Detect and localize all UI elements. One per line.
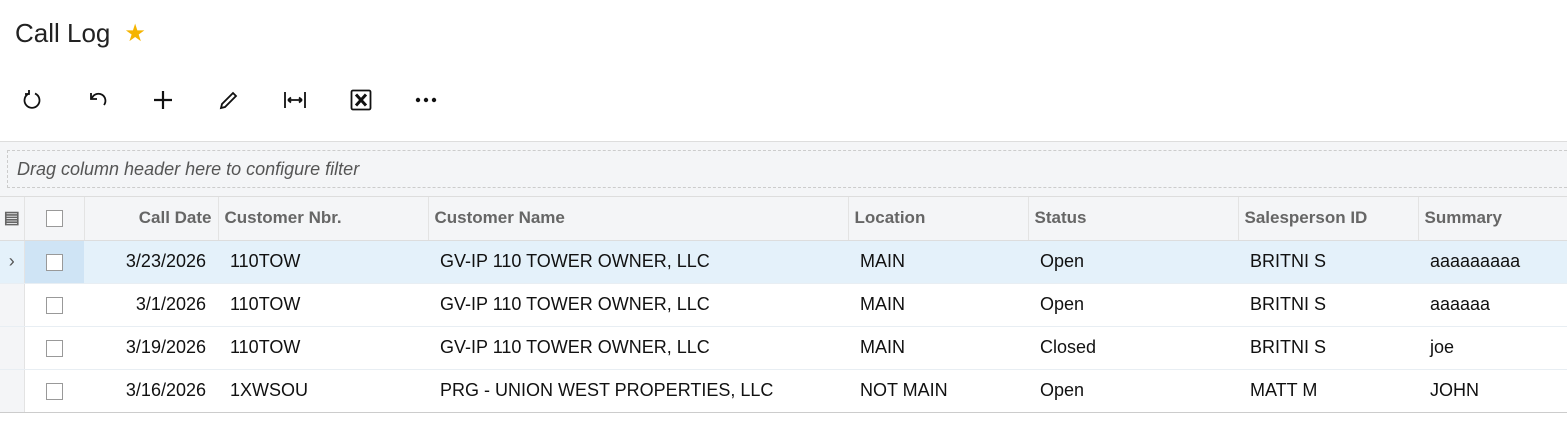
cell-call-date: 3/19/2026 <box>84 326 218 370</box>
row-checkbox[interactable] <box>24 326 84 370</box>
column-header-location[interactable]: Location <box>848 197 1029 241</box>
column-header-call-date[interactable]: Call Date <box>84 197 219 241</box>
row-checkbox[interactable] <box>24 283 84 327</box>
cell-customer-name: GV-IP 110 TOWER OWNER, LLC <box>428 240 848 284</box>
cell-status: Closed <box>1028 326 1238 370</box>
cell-customer-nbr[interactable]: 110TOW <box>218 283 428 327</box>
edit-button[interactable] <box>211 82 247 118</box>
cell-status: Open <box>1028 283 1238 327</box>
table-row[interactable]: 3/1/2026 110TOW GV-IP 110 TOWER OWNER, LLC… <box>0 283 1567 327</box>
cell-customer-name: GV-IP 110 TOWER OWNER, LLC <box>428 283 848 327</box>
edit-icon <box>219 91 238 110</box>
fit-columns-icon <box>284 92 306 108</box>
cell-status: Open <box>1028 369 1238 413</box>
filter-bar: Drag column header here to configure fil… <box>0 141 1567 197</box>
undo-icon <box>90 92 107 106</box>
cell-customer-nbr[interactable]: 110TOW <box>218 326 428 370</box>
cell-status: Open <box>1028 240 1238 284</box>
cell-location: MAIN <box>848 326 1028 370</box>
select-all-checkbox[interactable] <box>24 197 85 241</box>
export-excel-button[interactable] <box>343 82 379 118</box>
row-indicator <box>0 283 25 327</box>
cell-summary: aaaaaaaaa <box>1418 240 1567 284</box>
row-checkbox[interactable] <box>24 369 84 413</box>
column-header-salesperson-id[interactable]: Salesperson ID <box>1238 197 1419 241</box>
cell-salesperson-id: BRITNI S <box>1238 326 1418 370</box>
undo-button[interactable] <box>80 82 116 118</box>
cell-customer-name: GV-IP 110 TOWER OWNER, LLC <box>428 326 848 370</box>
cell-salesperson-id: BRITNI S <box>1238 283 1418 327</box>
fit-columns-button[interactable] <box>277 82 313 118</box>
table-row[interactable]: › 3/23/2026 110TOW GV-IP 110 TOWER OWNER, L… <box>0 240 1567 284</box>
page-title: Call Log ★ <box>15 18 146 49</box>
cell-call-date: 3/16/2026 <box>84 369 218 413</box>
column-settings-icon[interactable]: ▤ <box>0 197 25 241</box>
cell-location: NOT MAIN <box>848 369 1028 413</box>
row-checkbox[interactable] <box>24 240 84 284</box>
call-log-grid: ▤ Call Date Customer Nbr. Customer Name … <box>0 197 1567 413</box>
row-indicator-chevron-icon: › <box>0 240 25 284</box>
more-button[interactable] <box>408 82 444 118</box>
cell-salesperson-id: MATT M <box>1238 369 1418 413</box>
refresh-icon <box>23 90 41 109</box>
add-icon <box>154 91 172 109</box>
cell-customer-nbr[interactable]: 1XWSOU <box>218 369 428 413</box>
column-header-customer-nbr[interactable]: Customer Nbr. <box>218 197 429 241</box>
export-excel-icon <box>350 89 372 111</box>
cell-call-date: 3/1/2026 <box>84 283 218 327</box>
cell-summary: aaaaaa <box>1418 283 1567 327</box>
cell-call-date: 3/23/2026 <box>84 240 218 284</box>
row-indicator <box>0 369 25 413</box>
column-header-status[interactable]: Status <box>1028 197 1239 241</box>
cell-summary: JOHN <box>1418 369 1567 413</box>
cell-customer-nbr[interactable]: 110TOW <box>218 240 428 284</box>
table-row[interactable]: 3/19/2026 110TOW GV-IP 110 TOWER OWNER, LL… <box>0 326 1567 370</box>
row-indicator <box>0 326 25 370</box>
cell-location: MAIN <box>848 283 1028 327</box>
cell-salesperson-id: BRITNI S <box>1238 240 1418 284</box>
filter-drop-zone[interactable]: Drag column header here to configure fil… <box>7 150 1567 188</box>
table-row[interactable]: 3/16/2026 1XWSOU PRG - UNION WEST PROPERTI… <box>0 369 1567 413</box>
cell-customer-name: PRG - UNION WEST PROPERTIES, LLC <box>428 369 848 413</box>
add-button[interactable] <box>145 82 181 118</box>
favorite-star-icon[interactable]: ★ <box>124 20 146 47</box>
cell-summary: joe <box>1418 326 1567 370</box>
column-header-customer-name[interactable]: Customer Name <box>428 197 849 241</box>
refresh-button[interactable] <box>14 82 50 118</box>
more-icon <box>415 97 437 103</box>
cell-location: MAIN <box>848 240 1028 284</box>
page-title-text: Call Log <box>15 18 111 48</box>
column-header-summary[interactable]: Summary <box>1418 197 1567 241</box>
